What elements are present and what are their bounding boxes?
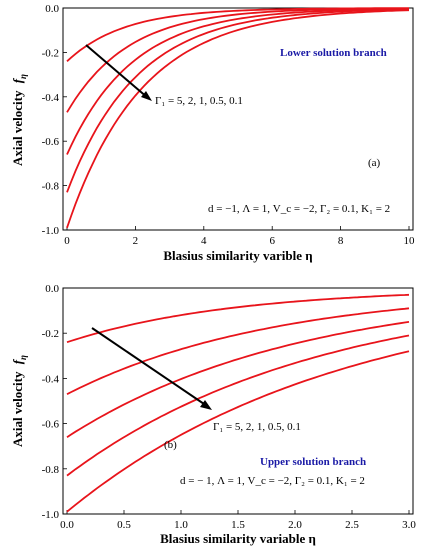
- panel-b-y-ticks: 0.0 -0.2 -0.4 -0.6 -0.8 -1.0: [42, 283, 67, 521]
- panel-b-x-ticks: 0.0 0.5 1.0 1.5 2.0 2.5 3.0: [60, 510, 416, 531]
- y-tick-label: -0.6: [42, 419, 60, 431]
- panel-a-y-axis-label-main: Axial velocity: [10, 90, 25, 166]
- panel-b-gamma-label: Γ₁ = 5, 2, 1, 0.5, 0.1: [213, 421, 301, 433]
- panel-b-y-axis-label: Axial velocity fη: [10, 355, 28, 447]
- svg-text:Axial velocity fη: Axial velocity fη: [10, 74, 28, 166]
- panel-a-x-ticks: 0 2 4 6 8 10: [64, 226, 415, 247]
- panel-a: 0.0 -0.2 -0.4 -0.6 -0.8 -1.0 0 2 4 6 8 10 Lower so…: [10, 3, 415, 263]
- series-line: [66, 350, 410, 513]
- x-tick-label: 2: [133, 235, 139, 247]
- y-tick-label: -1.0: [42, 225, 60, 237]
- x-tick-label: 2.0: [288, 519, 302, 531]
- panel-a-gamma-label: Γ₁ = 5, 2, 1, 0.5, 0.1: [155, 95, 243, 107]
- x-tick-label: 1.5: [231, 519, 245, 531]
- x-tick-label: 0: [64, 235, 70, 247]
- series-line: [66, 307, 410, 396]
- panel-b-y-axis-label-main: Axial velocity: [10, 371, 25, 447]
- x-tick-label: 10: [404, 235, 416, 247]
- y-tick-label: -0.8: [42, 464, 60, 476]
- y-tick-label: -0.8: [42, 181, 60, 193]
- x-tick-label: 2.5: [345, 519, 359, 531]
- panel-b-x-axis-label: Blasius similarity variable η: [160, 531, 316, 546]
- x-tick-label: 0.5: [117, 519, 131, 531]
- panel-a-params-label: d = −1, Λ = 1, V_c = −2, Γ₂ = 0.1, K₁ = …: [208, 203, 390, 215]
- series-line: [66, 334, 410, 477]
- y-tick-label: -0.6: [42, 136, 60, 148]
- panel-a-frame: [62, 7, 414, 231]
- series-line: [66, 321, 410, 438]
- y-tick-label: -0.4: [42, 92, 60, 104]
- x-tick-label: 6: [269, 235, 275, 247]
- panel-b-curves: [66, 293, 410, 513]
- series-line: [66, 7, 410, 155]
- x-tick-label: 1.0: [174, 519, 188, 531]
- y-tick-label: -0.4: [42, 373, 60, 385]
- panel-b-panel-label: (b): [164, 439, 177, 451]
- y-tick-label: 0.0: [45, 283, 59, 295]
- panel-a-branch-label: Lower solution branch: [280, 47, 387, 59]
- panel-a-y-axis-label: Axial velocity fη: [10, 74, 28, 166]
- panel-a-curves: [66, 7, 410, 229]
- series-line: [66, 9, 410, 229]
- svg-text:Axial velocity fη: Axial velocity fη: [10, 355, 28, 447]
- series-line: [66, 8, 410, 193]
- x-tick-label: 8: [338, 235, 344, 247]
- panel-a-panel-label: (a): [368, 157, 381, 169]
- series-line: [66, 293, 410, 344]
- panel-b-y-axis-label-sub: η: [18, 355, 28, 360]
- panel-a-y-axis-label-sub: η: [18, 74, 28, 79]
- y-tick-label: -1.0: [42, 509, 60, 521]
- panel-a-arrow-head: [141, 91, 152, 101]
- x-tick-label: 4: [201, 235, 207, 247]
- panel-a-arrow-line: [85, 44, 149, 99]
- panel-b: 0.0 -0.2 -0.4 -0.6 -0.8 -1.0 0.0 0.5 1.0 1.5 2.0 2…: [10, 283, 416, 546]
- panel-a-x-axis-label: Blasius similarity varible η: [163, 248, 312, 263]
- panel-b-branch-label: Upper solution branch: [260, 456, 366, 468]
- x-tick-label: 3.0: [402, 519, 416, 531]
- panel-b-arrow-line: [91, 327, 208, 407]
- panel-b-params-label: d = − 1, Λ = 1, V_c = −2, Γ₂ = 0.1, K₁ =…: [180, 475, 365, 487]
- x-tick-label: 0.0: [60, 519, 74, 531]
- panel-b-arrow-head: [200, 400, 212, 410]
- y-tick-label: -0.2: [42, 328, 59, 340]
- y-tick-label: -0.2: [42, 47, 59, 59]
- y-tick-label: 0.0: [45, 3, 59, 15]
- series-line: [66, 7, 409, 113]
- panel-a-y-ticks: 0.0 -0.2 -0.4 -0.6 -0.8 -1.0: [42, 3, 67, 237]
